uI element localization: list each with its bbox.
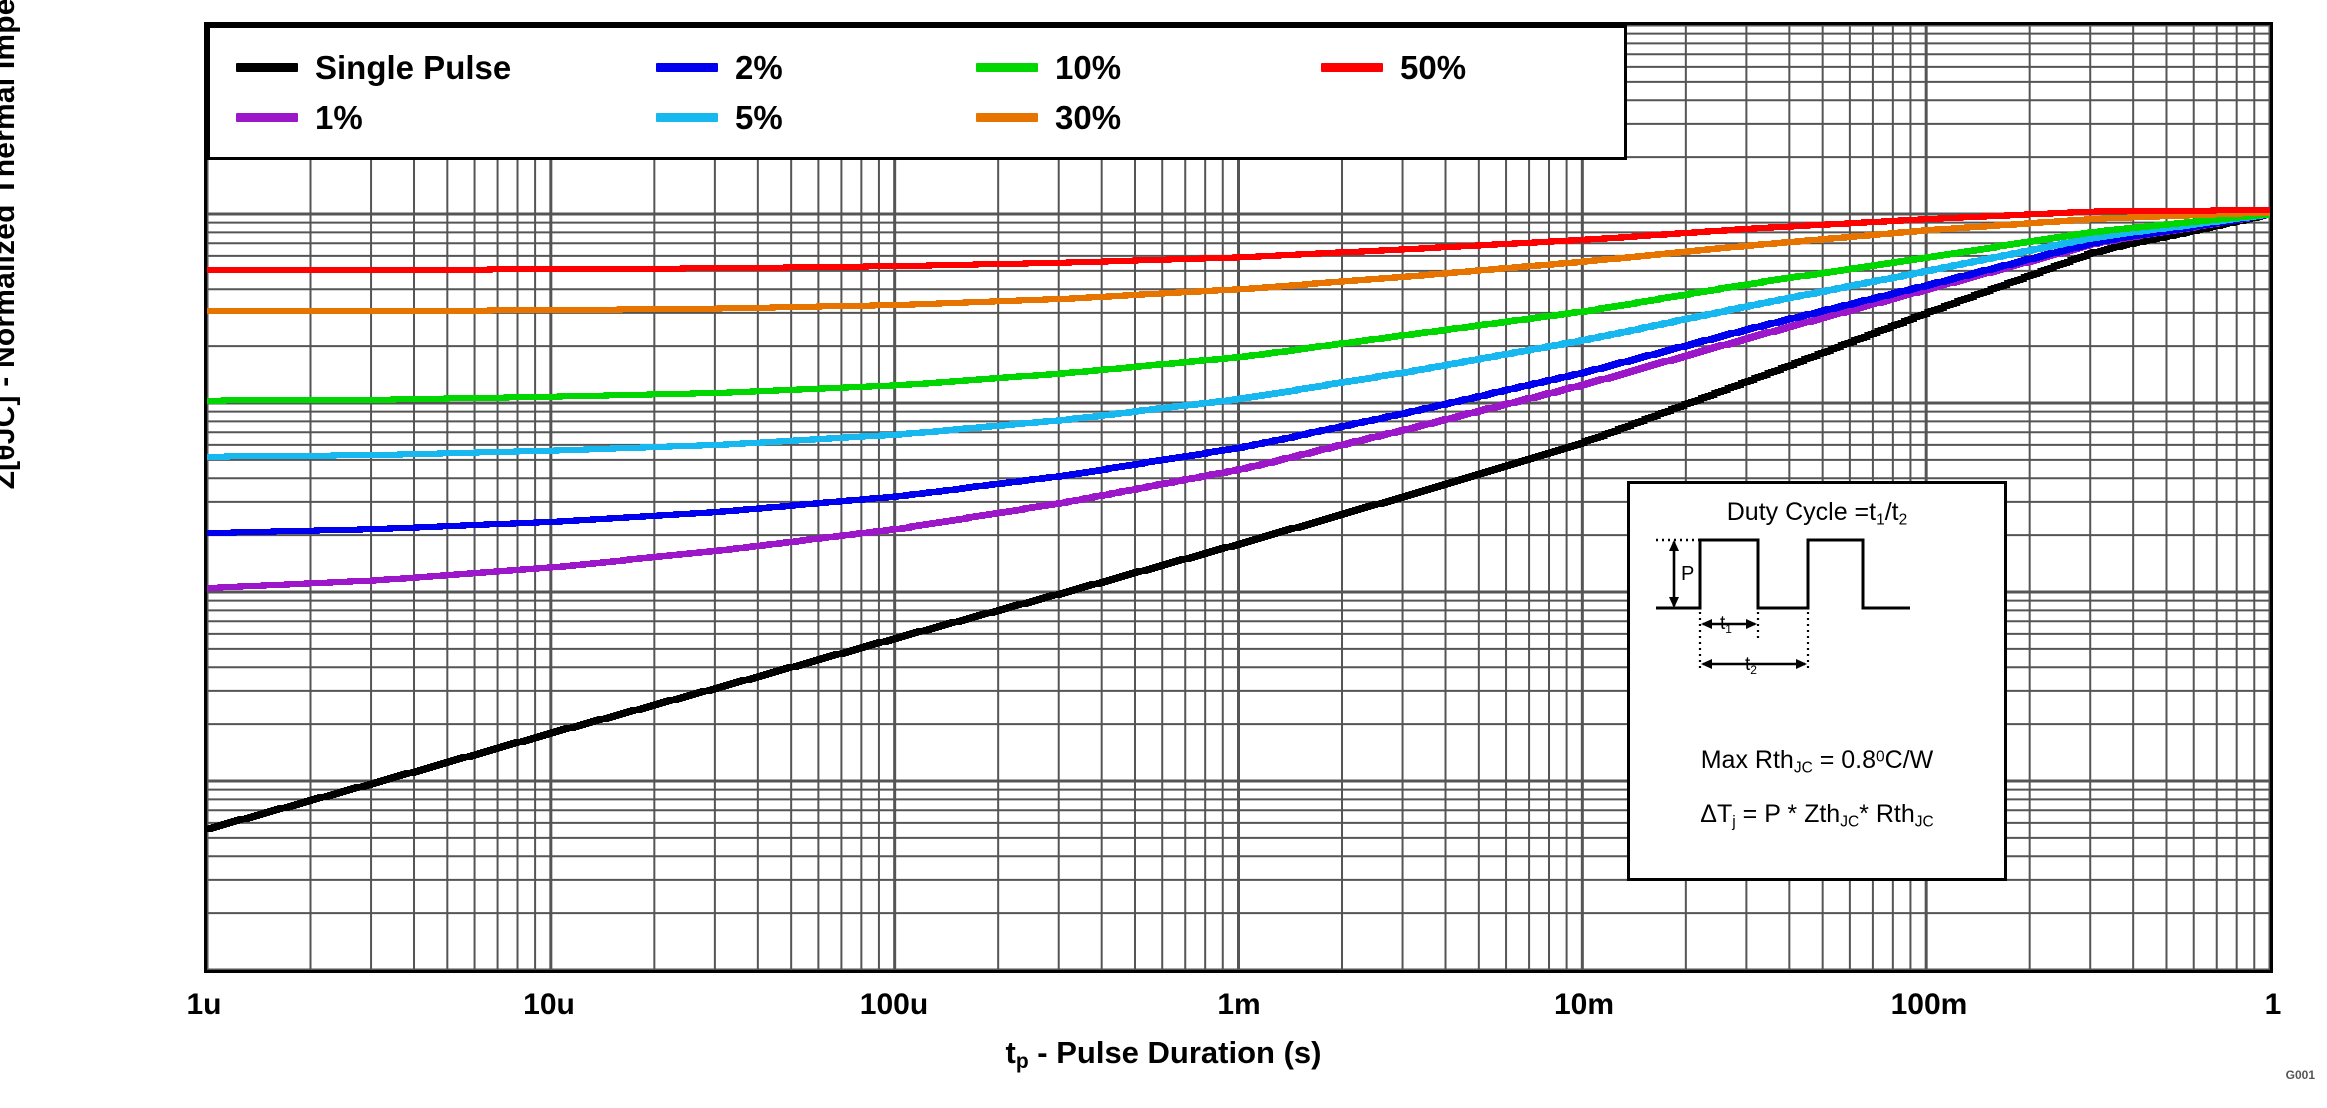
inset-title-mid: /t: [1884, 498, 1899, 526]
x-tick-label: 1u: [186, 988, 222, 1021]
inset-equation-deltatj: ΔTj = P * ZthJC* RthJC: [1630, 800, 2004, 831]
inset-title-sub2: 2: [1898, 511, 1908, 529]
eq2-sub3: JC: [1914, 813, 1934, 831]
legend-swatch-1pct: [236, 113, 298, 122]
legend-item-5pct: 5%: [656, 99, 976, 137]
legend-item-1pct: 1%: [236, 99, 656, 137]
legend-item-2pct: 2%: [656, 49, 976, 87]
pulse-waveform-diagram: P t1 t2: [1656, 538, 1910, 677]
eq1-sub: JC: [1793, 759, 1813, 777]
legend-swatch-10pct: [976, 63, 1038, 72]
legend-row-2: 1% 5% 30%: [236, 93, 1624, 143]
eq2-c: * Rth: [1859, 800, 1915, 828]
legend-item-single-pulse: Single Pulse: [236, 49, 656, 87]
legend-label-50pct: 50%: [1400, 48, 1467, 86]
x-axis-title-suffix: - Pulse Duration (s): [1028, 1035, 1322, 1070]
inset-equation-rthjc: Max RthJC = 0.80C/W: [1630, 746, 2004, 777]
legend-item-10pct: 10%: [976, 49, 1321, 87]
x-tick-label: 10m: [1553, 988, 1615, 1021]
eq2-b: = P * Zth: [1735, 800, 1841, 828]
eq1-sup: 0: [1876, 748, 1885, 766]
eq2-sub1: j: [1732, 813, 1736, 831]
inset-label-t1: t1: [1720, 613, 1732, 636]
eq2-a: ΔT: [1700, 800, 1733, 828]
y-axis-title: Z[θJC] - Normalized Thermal Impedance: [0, 0, 21, 490]
legend-label-5pct: 5%: [735, 98, 783, 136]
eq1-a: Max Rth: [1700, 746, 1794, 774]
eq1-c: C/W: [1884, 746, 1934, 774]
x-tick-label: 1: [2264, 988, 2282, 1021]
legend-item-50pct: 50%: [1321, 49, 1466, 87]
eq1-b: = 0.8: [1812, 746, 1877, 774]
legend-swatch-50pct: [1321, 63, 1383, 72]
legend-label-1pct: 1%: [315, 98, 363, 136]
legend-item-30pct: 30%: [976, 99, 1321, 137]
eq2-sub2: JC: [1840, 813, 1860, 831]
legend-label-single-pulse: Single Pulse: [315, 48, 512, 86]
x-tick-label: 100m: [1890, 988, 1968, 1021]
legend-swatch-single-pulse: [236, 63, 298, 72]
legend-swatch-2pct: [656, 63, 718, 72]
inset-title: Duty Cycle =t1/t2: [1630, 498, 2004, 529]
x-axis-title-subscript: p: [1015, 1050, 1029, 1073]
x-tick-label: 1m: [1217, 988, 1261, 1021]
legend-label-10pct: 10%: [1055, 48, 1122, 86]
x-axis-title-prefix: t: [1005, 1035, 1016, 1070]
legend-swatch-30pct: [976, 113, 1038, 122]
legend-label-2pct: 2%: [735, 48, 783, 86]
duty-cycle-inset: Duty Cycle =t1/t2 P t1 t2 Max RthJC = 0.…: [1627, 481, 2007, 881]
inset-title-prefix: Duty Cycle =t: [1726, 498, 1877, 526]
x-tick-label: 10u: [523, 988, 575, 1021]
data-curves: [207, 207, 2270, 832]
legend-swatch-5pct: [656, 113, 718, 122]
inset-label-t2: t2: [1745, 654, 1757, 677]
inset-title-sub1: 1: [1876, 511, 1885, 529]
legend-label-30pct: 30%: [1055, 98, 1122, 136]
legend-row-1: Single Pulse 2% 10% 50%: [236, 43, 1624, 93]
figure-id: G001: [2285, 1068, 2315, 1082]
x-axis-title: tp - Pulse Duration (s): [0, 1035, 2327, 1074]
x-tick-label: 100u: [859, 988, 929, 1021]
inset-label-P: P: [1681, 563, 1694, 585]
legend: Single Pulse 2% 10% 50% 1% 5% 30%: [207, 25, 1627, 160]
